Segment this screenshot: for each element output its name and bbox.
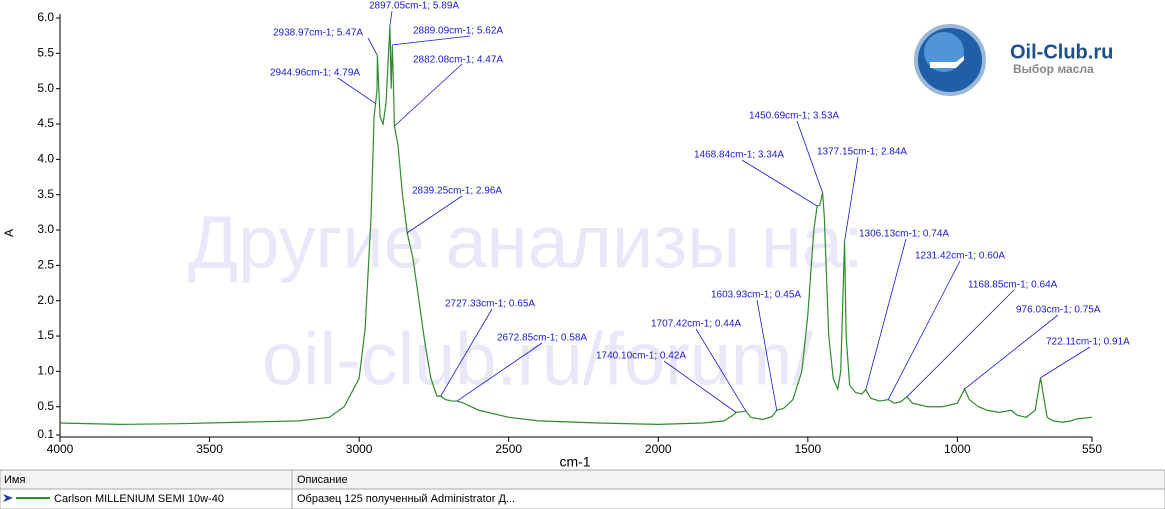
annotation-leader bbox=[392, 35, 471, 46]
y-tick-label: 5.5 bbox=[37, 46, 54, 60]
y-tick-label: 0.5 bbox=[37, 399, 54, 413]
series-name[interactable]: Carlson MILLENIUM SEMI 10w-40 bbox=[54, 493, 224, 505]
logo-title: Oil-Club.ru bbox=[1010, 41, 1113, 63]
y-axis-label: A bbox=[2, 229, 16, 237]
x-tick-label: 2000 bbox=[645, 442, 672, 456]
annotation-label: 1450.69cm-1; 3.53A bbox=[749, 111, 839, 122]
y-tick-label: 0.1 bbox=[37, 427, 54, 441]
annotation-label: 2889.09cm-1; 5.62A bbox=[413, 26, 503, 37]
x-tick-label: 1000 bbox=[944, 442, 971, 456]
oil-can-icon bbox=[930, 56, 964, 68]
annotation-label: 1377.15cm-1; 2.84A bbox=[817, 147, 907, 158]
annotation-label: 2839.25cm-1; 2.96A bbox=[412, 186, 502, 197]
annotation-leader bbox=[695, 328, 747, 412]
y-tick-label: 6.0 bbox=[37, 10, 54, 24]
annotation-label: 2938.97cm-1; 5.47A bbox=[273, 28, 363, 39]
annotation-label: 2672.85cm-1; 0.58A bbox=[497, 333, 587, 344]
annotation-leader bbox=[796, 120, 823, 193]
series-description: Образец 125 полученный Administrator Д..… bbox=[297, 493, 515, 505]
annotation-leader bbox=[406, 195, 463, 234]
annotation-label: 1306.13cm-1; 0.74A bbox=[859, 229, 949, 240]
x-axis-label: cm-1 bbox=[559, 454, 590, 470]
annotation-label: 1707.42cm-1; 0.44A bbox=[651, 319, 741, 330]
y-tick-label: 4.0 bbox=[37, 152, 54, 166]
y-tick-label: 3.5 bbox=[37, 187, 54, 201]
x-tick-label: 550 bbox=[1082, 442, 1102, 456]
y-tick-label: 4.5 bbox=[37, 116, 54, 130]
y-tick-label: 5.0 bbox=[37, 81, 54, 95]
annotation-label: 1740.10cm-1; 0.42A bbox=[596, 351, 686, 362]
annotation-leader bbox=[394, 63, 463, 127]
x-tick-label: 4000 bbox=[47, 442, 74, 456]
table-header bbox=[0, 469, 1165, 490]
annotation-label: 722.11cm-1; 0.91A bbox=[1046, 337, 1130, 348]
y-tick-label: 1.0 bbox=[37, 364, 54, 378]
annotation-label: 2727.33cm-1; 0.65A bbox=[445, 299, 535, 310]
annotation-leader bbox=[337, 77, 376, 104]
annotation-leader bbox=[456, 342, 543, 402]
row-pointer bbox=[3, 494, 13, 502]
y-tick-label: 2.0 bbox=[37, 293, 54, 307]
annotation-leader bbox=[756, 299, 778, 411]
x-tick-label: 3000 bbox=[346, 442, 373, 456]
column-header: Имя bbox=[4, 474, 25, 486]
annotation-label: 1168.85cm-1; 0.64A bbox=[968, 280, 1058, 291]
annotation-label: 2897.05cm-1; 5.89A bbox=[369, 1, 459, 12]
x-tick-label: 3500 bbox=[196, 442, 223, 456]
watermark-line: Другие анализы на: bbox=[188, 201, 863, 284]
annotation-leader bbox=[844, 156, 859, 242]
annotation-leader bbox=[367, 37, 378, 56]
y-tick-label: 3.0 bbox=[37, 222, 54, 236]
watermark-line: oil-club.ru/forum/ bbox=[262, 318, 814, 401]
annotation-leader bbox=[440, 308, 493, 397]
column-header: Описание bbox=[297, 474, 348, 486]
x-tick-label: 1500 bbox=[794, 442, 821, 456]
annotation-label: 1603.93cm-1; 0.45A bbox=[711, 290, 801, 301]
x-tick-label: 2500 bbox=[495, 442, 522, 456]
legend-table: Имя Описание Carlson MILLENIUM SEMI 10w-… bbox=[0, 469, 1165, 509]
y-tick-label: 1.5 bbox=[37, 328, 54, 342]
annotation-label: 2882.08cm-1; 4.47A bbox=[413, 55, 503, 66]
annotation-leader bbox=[741, 159, 818, 207]
annotation-label: 976.03cm-1; 0.75A bbox=[1016, 305, 1101, 316]
watermark: Другие анализы на: oil-club.ru/forum/ bbox=[188, 201, 863, 401]
annotation-leader bbox=[1040, 346, 1091, 379]
y-tick-label: 2.5 bbox=[37, 258, 54, 272]
annotation-leader bbox=[906, 289, 1015, 398]
spectrum-line bbox=[59, 25, 1093, 426]
annotation-leader bbox=[865, 238, 907, 390]
annotation-leader bbox=[663, 360, 737, 413]
annotation-label: 1468.84cm-1; 3.34A bbox=[694, 150, 784, 161]
annotation-leader bbox=[389, 10, 393, 26]
logo: Oil-Club.ru Выбор масла bbox=[914, 24, 1113, 96]
logo-subtitle: Выбор масла bbox=[1013, 62, 1094, 76]
annotation-label: 2944.96cm-1; 4.79A bbox=[270, 68, 360, 79]
annotation-label: 1231.42cm-1; 0.60A bbox=[915, 251, 1005, 262]
annotation-leader bbox=[964, 314, 1059, 390]
annotation-leader bbox=[887, 260, 961, 400]
